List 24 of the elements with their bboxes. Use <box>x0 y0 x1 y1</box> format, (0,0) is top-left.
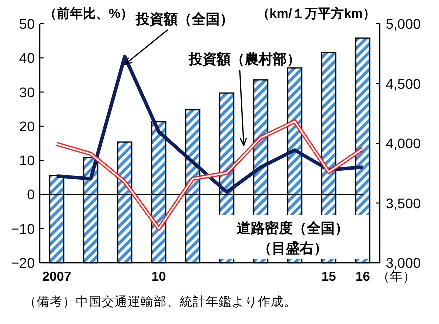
text: 投資額（全国） <box>135 11 234 27</box>
y2-tick-label: 5,000 <box>386 16 422 32</box>
text: 投資額（農村部） <box>188 51 301 67</box>
y-tick-label: 10 <box>19 152 36 169</box>
y-tick-label: 50 <box>19 16 36 32</box>
y-axis-title: （前年比、%） <box>44 6 134 21</box>
x-tick-label: 16 <box>356 269 370 284</box>
y2-axis-title: （km/１万平方km） <box>256 6 376 21</box>
x-tick-label: 15 <box>322 269 336 284</box>
x-tick-label: 2007 <box>42 269 72 284</box>
text: （備考）中国交通運輸部、統計年鑑より作成。 <box>24 294 297 309</box>
y-tick-label: 20 <box>19 118 36 134</box>
y-tick-label: 40 <box>19 50 36 66</box>
x-axis-title: （年） <box>377 269 416 284</box>
x-tick-label: 10 <box>152 269 166 284</box>
y-tick-label: −10 <box>11 220 36 237</box>
y2-tick-label: 4,000 <box>386 136 422 152</box>
y-tick-label: 30 <box>19 84 36 100</box>
y2-tick-label: 3,500 <box>386 195 422 212</box>
y-tick-label: 0 <box>27 186 36 203</box>
y-tick-label: −20 <box>11 255 36 271</box>
y2-tick-label: 4,500 <box>386 76 422 92</box>
y2-tick-label: 3,000 <box>386 255 422 271</box>
series-label: 道路密度（全国）（目盛右） <box>236 220 349 256</box>
